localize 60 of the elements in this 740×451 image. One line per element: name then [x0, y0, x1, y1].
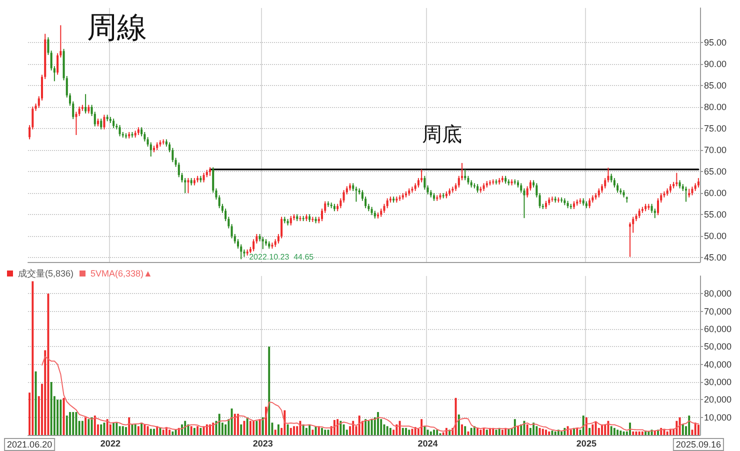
candlestick: [638, 208, 640, 219]
y-tick-label: 50,000: [704, 342, 732, 352]
candlestick: [118, 124, 121, 137]
y-tick-label: 45.00: [704, 252, 727, 263]
y-tick-label: 80.00: [704, 102, 727, 112]
candlestick: [538, 192, 541, 209]
y-tick-label: 70,000: [704, 306, 732, 316]
candlestick: [75, 111, 78, 136]
candlestick: [218, 194, 220, 209]
candlestick: [78, 106, 80, 117]
y-tick-label: 30,000: [704, 377, 732, 387]
candlestick: [426, 184, 429, 195]
y-tick-label: 60.00: [704, 188, 727, 198]
y-tick-label: 20,000: [704, 394, 732, 405]
candlestick: [654, 208, 656, 219]
y-tick-label: 80,000: [704, 288, 732, 299]
y-tick-label: 90.00: [704, 58, 727, 69]
candlestick: [342, 190, 345, 204]
x-tick-label: 2023: [252, 438, 273, 448]
y-tick-label: 70.00: [704, 145, 727, 156]
candlestick: [187, 178, 190, 194]
legend-label: 5VMA(6,338)▲: [90, 268, 152, 278]
candlestick: [383, 203, 386, 214]
y-tick-label: 85.00: [704, 80, 727, 90]
candlestick: [262, 236, 264, 250]
x-tick-label: 2021.06.20: [7, 440, 52, 450]
y-tick-label: 95.00: [704, 37, 727, 48]
candlestick: [103, 114, 106, 130]
candlestick: [588, 198, 591, 209]
candlestick: [100, 118, 102, 130]
candlestick: [290, 215, 292, 226]
y-tick-label: 10,000: [704, 412, 732, 422]
x-tick-label: 2025.09.16: [676, 440, 721, 450]
x-tick-label: 2025: [576, 438, 596, 448]
candlestick: [386, 198, 388, 209]
candlestick: [424, 175, 426, 190]
chart-title: 周線: [87, 12, 147, 44]
y-tick-label: 50.00: [704, 231, 727, 242]
candlestick: [112, 118, 115, 129]
candlestick: [613, 178, 616, 188]
candlestick: [598, 188, 600, 198]
candlestick: [697, 178, 700, 188]
candlestick: [340, 198, 342, 209]
candlestick: [464, 168, 466, 181]
x-tick-label: 2024: [418, 438, 438, 448]
y-tick-label: 40,000: [704, 359, 732, 370]
legend-label: 成交量(5,836): [18, 268, 74, 278]
annotation: 周底: [422, 124, 462, 146]
candlestick: [536, 182, 538, 198]
y-tick-label: 60,000: [704, 324, 732, 334]
annotation: 2022.10.23 44.65: [249, 252, 314, 262]
x-tick-label: 2022: [100, 438, 120, 448]
y-tick-label: 55.00: [704, 210, 727, 220]
candlestick: [144, 131, 146, 142]
y-tick-label: 75.00: [704, 124, 727, 134]
candlestick: [202, 172, 205, 183]
candlestick: [47, 36, 50, 56]
y-tick-label: 65.00: [704, 166, 727, 177]
candlestick: [84, 94, 87, 114]
line-series: [42, 356, 699, 432]
